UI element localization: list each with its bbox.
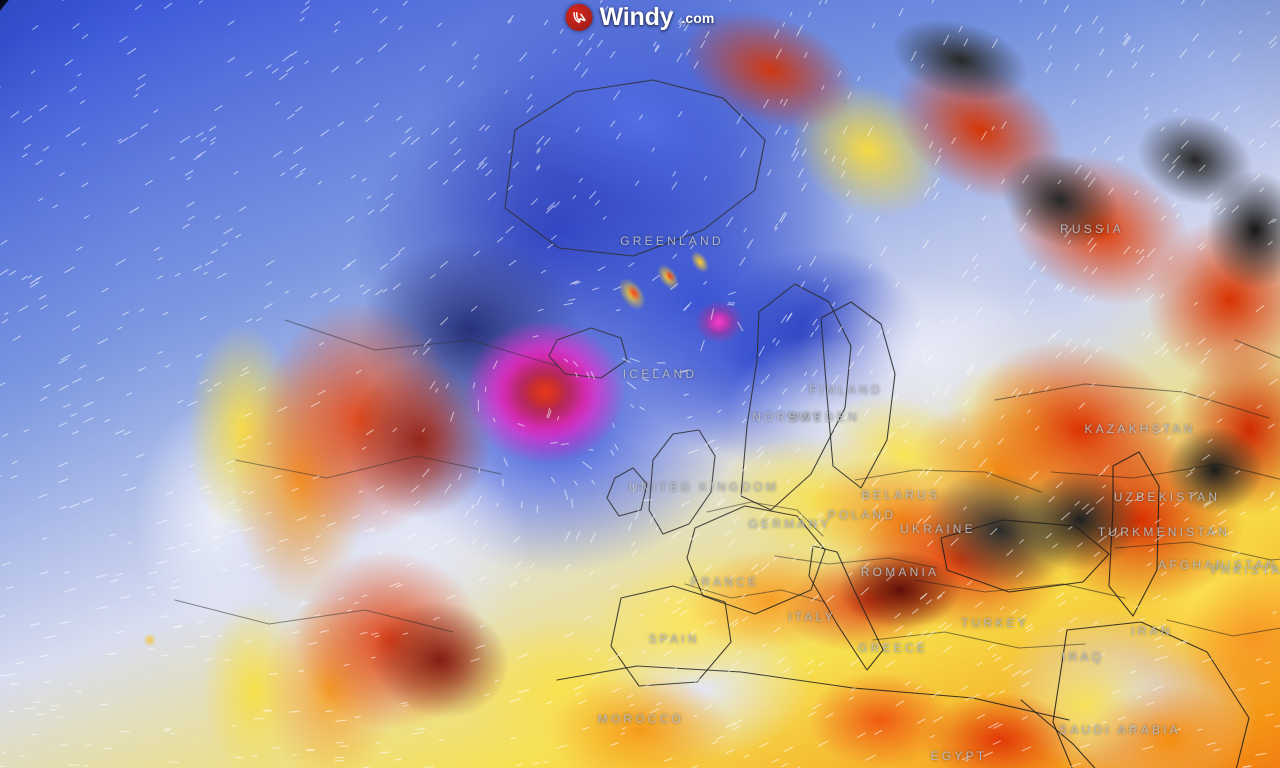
windy-wordmark: Windy (599, 3, 674, 31)
windy-logo-icon (565, 4, 593, 31)
windy-logo[interactable]: Windy .com (565, 3, 715, 31)
windy-domain-suffix: .com (681, 9, 715, 26)
